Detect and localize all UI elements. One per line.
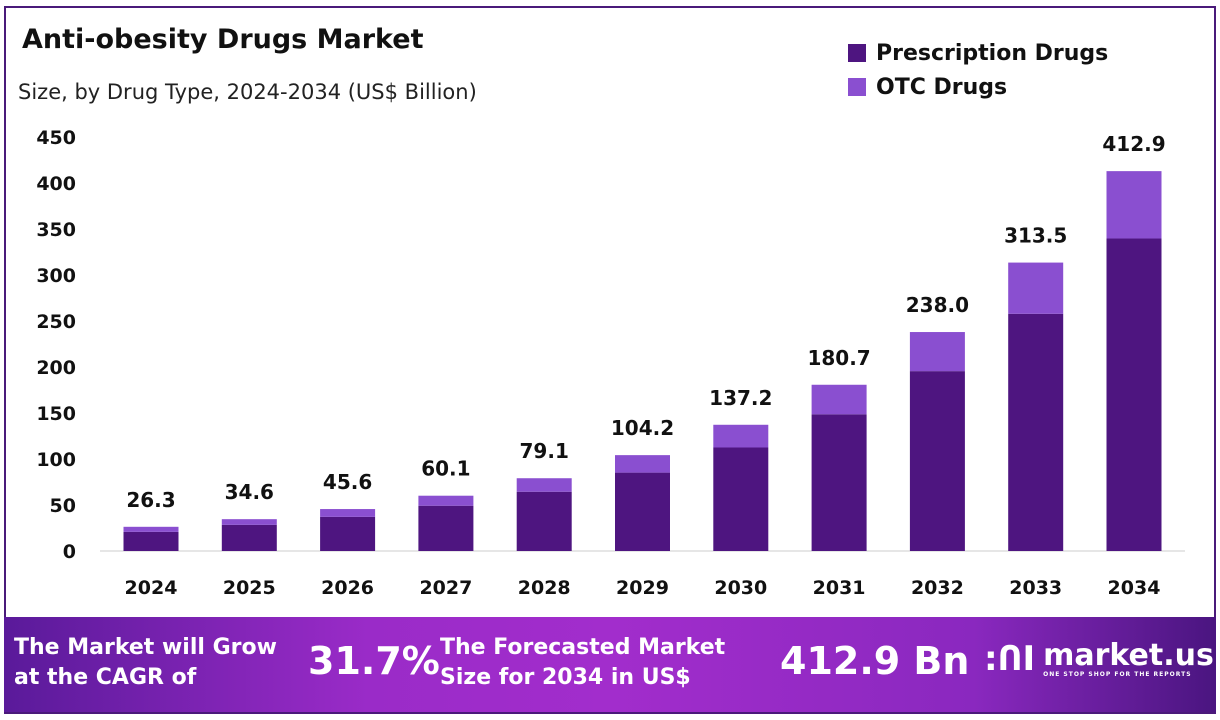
forecast-value: 412.9 Bn	[780, 639, 970, 683]
y-tick-label: 150	[36, 403, 76, 425]
bar-otc-2031	[811, 384, 867, 415]
bar-prescription-2025	[221, 524, 277, 551]
legend: Prescription Drugs OTC Drugs	[848, 36, 1108, 104]
bar-otc-2033	[1008, 262, 1064, 314]
bar-otc-2028	[516, 478, 572, 492]
bar-otc-2030	[713, 424, 769, 448]
bar-chart: 0 50 100 150 200 250 300 350 400 450 26.3 2024 34.6 2…	[36, 127, 1185, 599]
logo-icon: :ՈI	[984, 639, 1036, 679]
market-us-logo: :ՈI market.us ONE STOP SHOP FOR THE REPOR…	[984, 639, 1214, 679]
y-tick-label: 250	[36, 311, 76, 333]
bar-prescription-2034	[1106, 238, 1162, 551]
legend-item-otc: OTC Drugs	[848, 70, 1108, 104]
x-tick-label: 2024	[125, 577, 178, 599]
y-tick-label: 200	[36, 357, 76, 379]
cagr-label: The Market will Grow at the CAGR of	[14, 633, 277, 693]
data-label-2028: 79.1	[520, 439, 569, 463]
bar-otc-2026	[320, 509, 376, 517]
footer-banner: The Market will Grow at the CAGR of 31.7%…	[4, 617, 1216, 712]
bar-prescription-2031	[811, 414, 867, 551]
x-tick-label: 2027	[419, 577, 472, 599]
data-label-2034: 412.9	[1102, 132, 1165, 156]
data-label-2027: 60.1	[421, 457, 470, 481]
bar-prescription-2028	[516, 491, 572, 551]
bar-prescription-2030	[713, 447, 769, 551]
cagr-label-line2: at the CAGR of	[14, 665, 197, 690]
data-label-2031: 180.7	[807, 346, 870, 370]
bar-prescription-2026	[320, 516, 376, 551]
x-tick-label: 2033	[1009, 577, 1062, 599]
bar-otc-2027	[418, 495, 474, 506]
x-tick-label: 2032	[911, 577, 964, 599]
data-label-2026: 45.6	[323, 470, 372, 494]
x-tick-label: 2028	[518, 577, 571, 599]
bar-prescription-2033	[1008, 313, 1064, 551]
data-label-2029: 104.2	[611, 416, 674, 440]
data-label-2030: 137.2	[709, 386, 772, 410]
x-tick-label: 2029	[616, 577, 669, 599]
legend-swatch-otc	[848, 78, 866, 96]
legend-label-otc: OTC Drugs	[876, 74, 1008, 100]
bar-prescription-2032	[909, 371, 965, 551]
y-tick-label: 400	[36, 173, 76, 195]
chart-subtitle: Size, by Drug Type, 2024-2034 (US$ Billi…	[18, 80, 477, 104]
forecast-label-line1: The Forecasted Market	[440, 635, 726, 660]
legend-swatch-prescription	[848, 44, 866, 62]
bar-prescription-2027	[418, 505, 474, 551]
x-tick-label: 2030	[714, 577, 767, 599]
bar-otc-2024	[123, 526, 179, 532]
cagr-label-line1: The Market will Grow	[14, 635, 277, 660]
x-tick-label: 2025	[223, 577, 276, 599]
logo-tagline: ONE STOP SHOP FOR THE REPORTS	[1043, 670, 1192, 678]
bar-prescription-2029	[615, 472, 670, 551]
y-tick-label: 300	[36, 265, 76, 287]
bar-otc-2029	[615, 455, 670, 473]
logo-name: market.us	[1043, 637, 1214, 673]
y-tick-label: 50	[50, 495, 76, 517]
y-tick-label: 0	[63, 541, 76, 563]
chart-title: Anti-obesity Drugs Market	[22, 24, 424, 55]
legend-label-prescription: Prescription Drugs	[876, 40, 1109, 66]
cagr-value: 31.7%	[308, 639, 440, 683]
y-tick-label: 450	[36, 127, 76, 149]
data-label-2024: 26.3	[126, 488, 175, 512]
data-label-2025: 34.6	[225, 480, 274, 504]
x-tick-label: 2034	[1108, 577, 1161, 599]
data-label-2032: 238.0	[906, 293, 969, 317]
chart-frame	[4, 6, 1216, 714]
x-tick-label: 2026	[321, 577, 374, 599]
bar-otc-2034	[1106, 171, 1162, 239]
bar-otc-2025	[221, 519, 277, 525]
y-tick-label: 350	[36, 219, 76, 241]
legend-item-prescription: Prescription Drugs	[848, 36, 1108, 70]
x-tick-label: 2031	[813, 577, 866, 599]
forecast-label-line2: Size for 2034 in US$	[440, 665, 691, 690]
bar-prescription-2024	[123, 531, 179, 551]
bar-otc-2032	[909, 332, 965, 372]
y-tick-label: 100	[36, 449, 76, 471]
forecast-label: The Forecasted Market Size for 2034 in US…	[440, 633, 725, 693]
data-label-2033: 313.5	[1004, 224, 1067, 248]
